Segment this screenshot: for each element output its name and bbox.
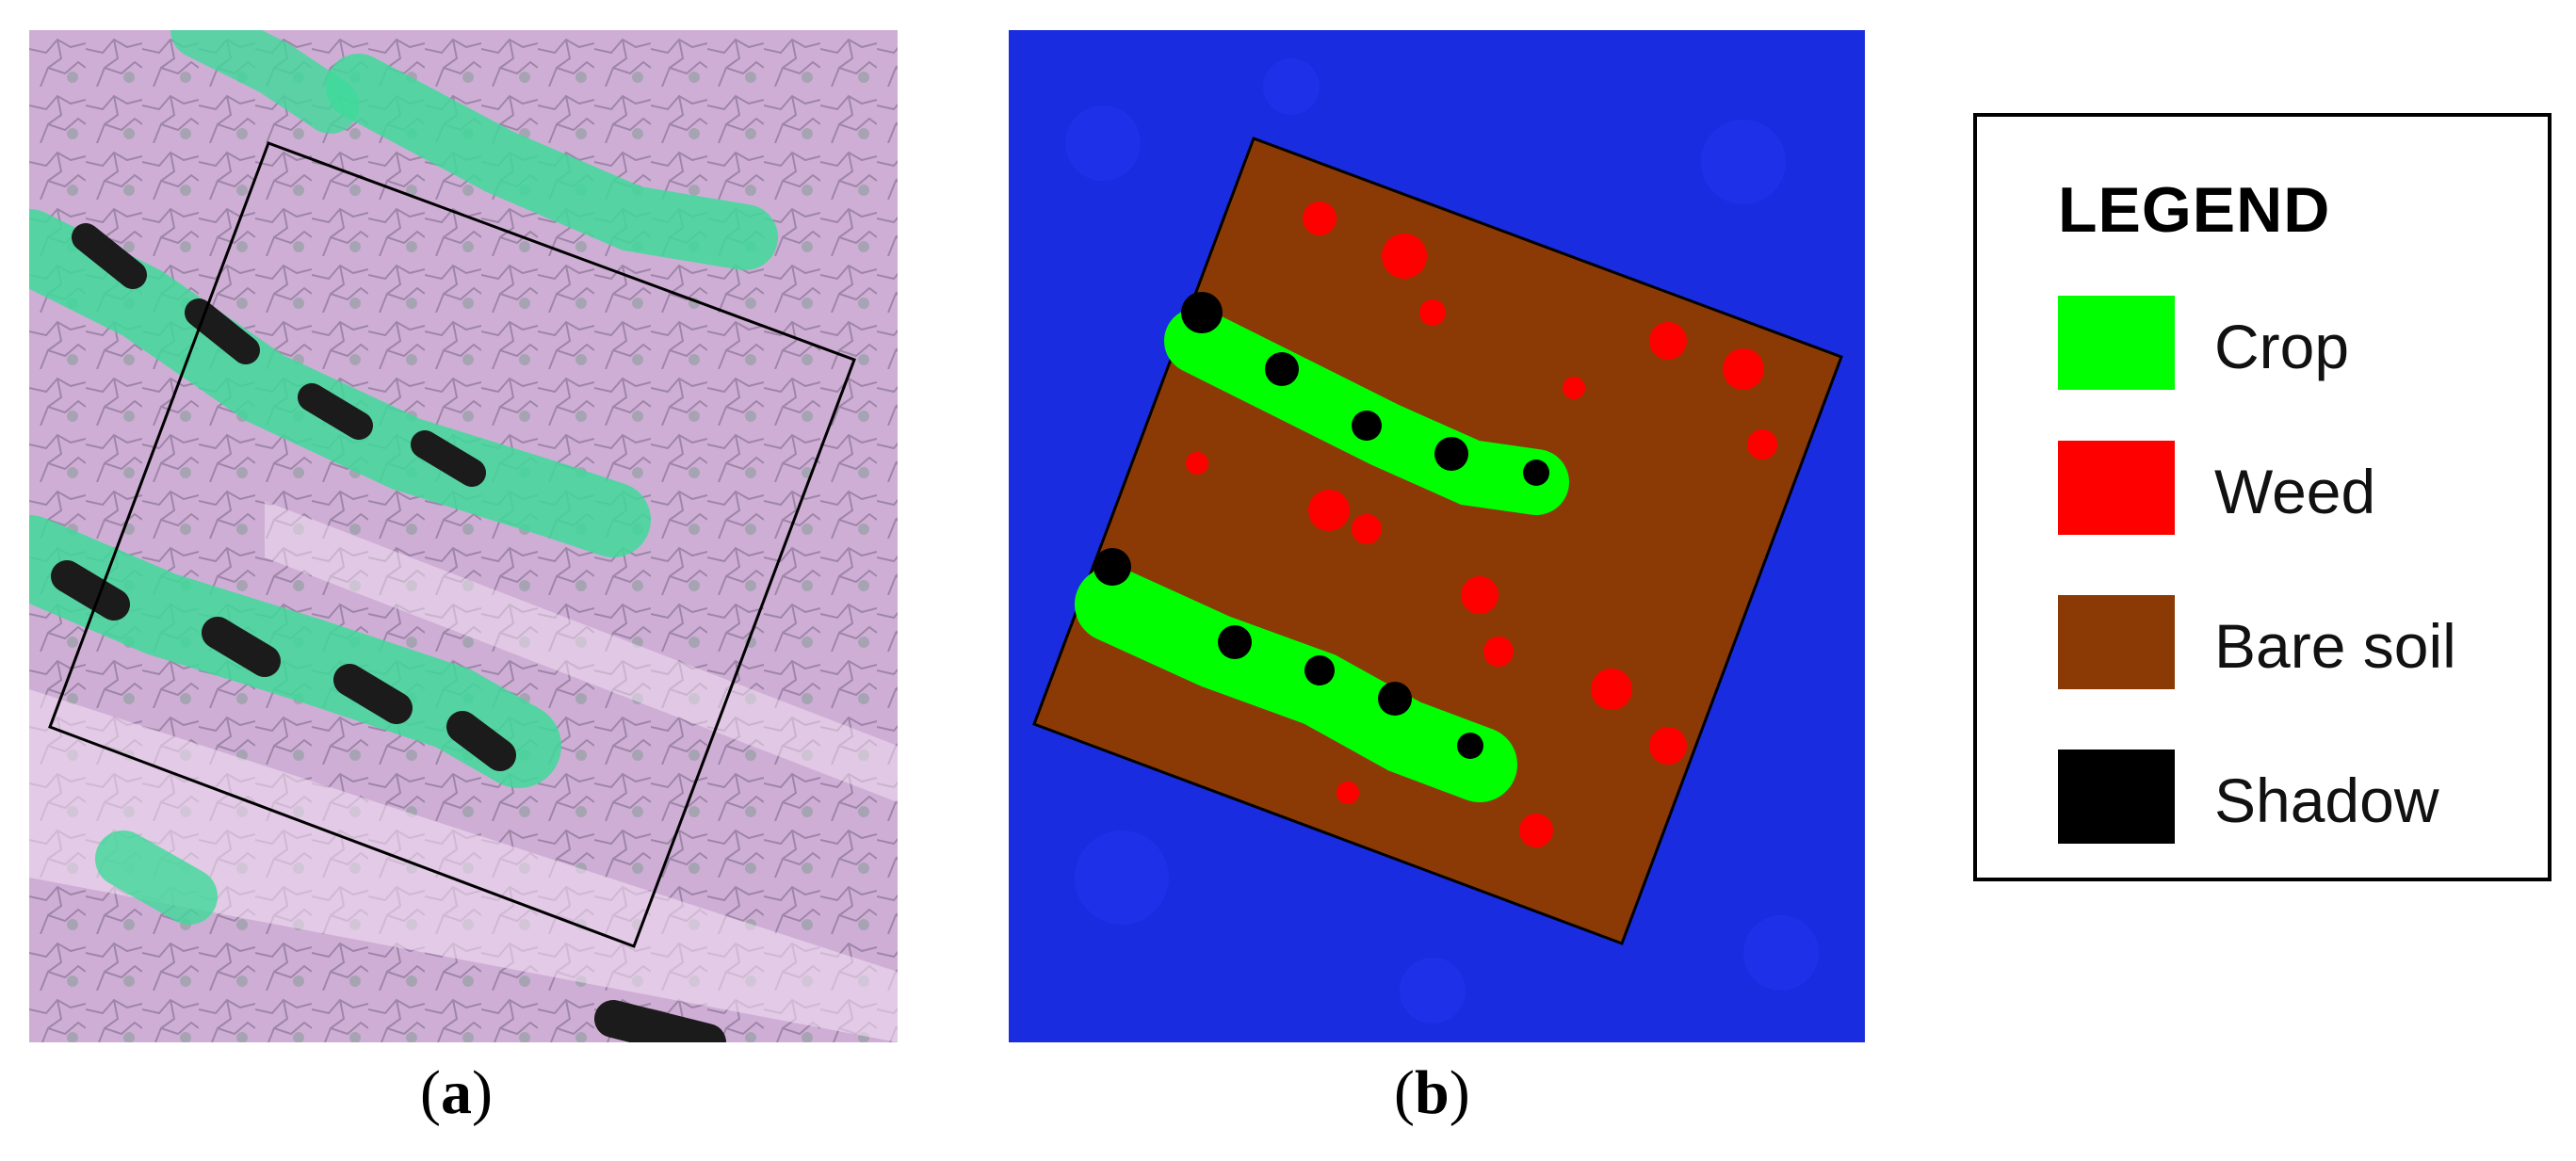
- legend-title: LEGEND: [2058, 174, 2331, 246]
- aerial-photo-panel: [29, 30, 898, 1042]
- legend-label-shadow: Shadow: [2214, 766, 2439, 835]
- panel-b-caption: (b): [1394, 1058, 1470, 1127]
- crop-row-marks: [29, 30, 778, 1042]
- legend: LEGEND Crop Weed Bare soil Shadow: [1973, 113, 2552, 881]
- legend-entry-weed: Weed: [2058, 441, 2529, 535]
- legend-entry-bare-soil: Bare soil: [2058, 595, 2529, 689]
- legend-entry-crop: Crop: [2058, 296, 2529, 390]
- aerial-field-photo-icon: [29, 30, 898, 1042]
- legend-swatch-weed: [2058, 441, 2175, 535]
- legend-swatch-crop: [2058, 296, 2175, 390]
- legend-label-crop: Crop: [2214, 312, 2350, 381]
- crop-patches: [1075, 308, 1569, 802]
- legend-swatch-bare-soil: [2058, 595, 2175, 689]
- classification-map-icon: [1009, 30, 1865, 1042]
- classification-map-panel: [1009, 30, 1865, 1042]
- legend-entry-shadow: Shadow: [2058, 750, 2529, 844]
- legend-label-weed: Weed: [2214, 457, 2376, 526]
- shadow-patches: [1094, 292, 1549, 759]
- weed-patches: [1186, 202, 1777, 847]
- panel-a-caption: (a): [420, 1058, 493, 1127]
- sample-area-outline: [48, 141, 856, 948]
- legend-swatch-shadow: [2058, 750, 2175, 844]
- legend-label-bare-soil: Bare soil: [2214, 611, 2456, 681]
